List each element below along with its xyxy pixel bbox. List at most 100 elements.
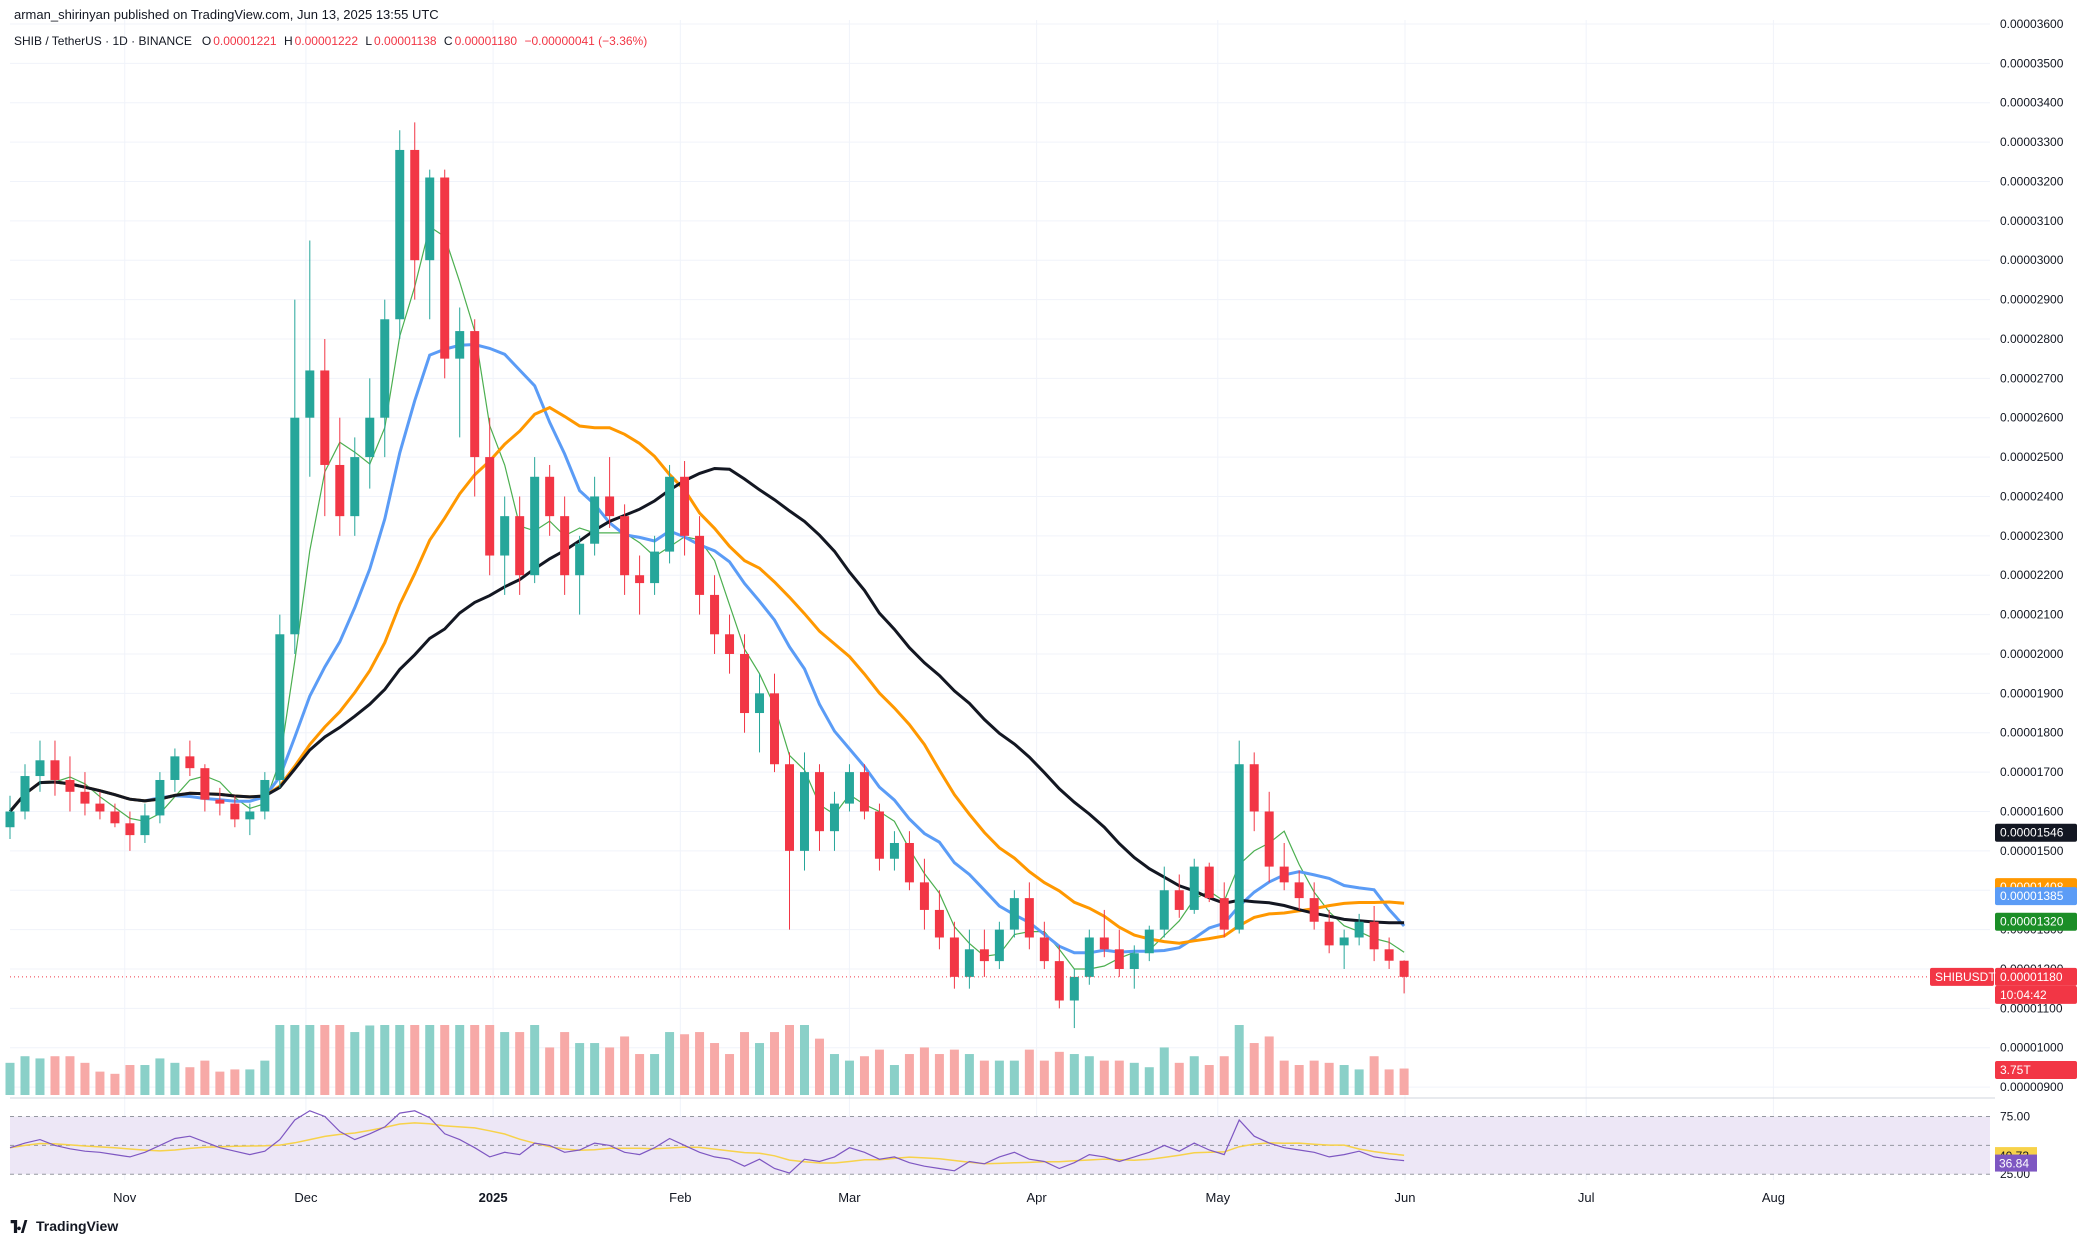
- volume-bar: [725, 1054, 735, 1095]
- rsi-pane: 75.0025.0040.7336.84: [9, 1110, 2037, 1181]
- ma-value-label-bg: [1995, 912, 2077, 931]
- candle: [35, 760, 45, 777]
- last-price-label-text: 0.00001180: [2000, 970, 2063, 984]
- volume-bar: [560, 1032, 570, 1095]
- candle: [185, 756, 195, 769]
- candle: [575, 543, 585, 576]
- candle: [1054, 961, 1064, 1001]
- volume-bar: [1264, 1036, 1274, 1095]
- candle: [560, 516, 570, 576]
- candle: [1294, 882, 1304, 899]
- candle: [1204, 866, 1214, 899]
- volume-bar: [20, 1056, 30, 1095]
- ma-value-label-bg: [1995, 887, 2077, 906]
- price-tick-label: 0.00003500: [2000, 56, 2064, 70]
- ma-value-label-text: 0.00001320: [2000, 915, 2064, 929]
- volume-bar: [1339, 1065, 1349, 1095]
- candle: [904, 842, 914, 883]
- volume-bar: [889, 1065, 899, 1095]
- time-tick-label: Aug: [1762, 1190, 1785, 1205]
- change-value: −0.00000041 (−3.36%): [524, 34, 648, 48]
- candle: [889, 842, 899, 859]
- candle: [770, 693, 780, 765]
- price-tick-label: 0.00001100: [2000, 1001, 2063, 1015]
- candle: [1114, 949, 1124, 969]
- price-tick-label: 0.00003400: [2000, 96, 2064, 110]
- ma-value-label-text: 0.00001546: [2000, 826, 2064, 840]
- candle: [635, 575, 645, 584]
- volume-bar: [515, 1032, 525, 1095]
- volume-bar: [485, 1025, 495, 1095]
- candle: [1309, 898, 1319, 922]
- volume-bar: [1279, 1060, 1289, 1095]
- ma-value-label: 0.00001546: [1995, 823, 2077, 842]
- volume-bar: [200, 1060, 210, 1095]
- candle: [1324, 921, 1334, 946]
- volume-bar: [770, 1032, 780, 1095]
- candle: [1144, 929, 1154, 954]
- high-value: 0.00001222: [294, 34, 359, 48]
- candle: [680, 476, 690, 536]
- candle: [155, 779, 165, 816]
- candle: [305, 370, 315, 418]
- ma-blue-line: [8, 342, 1406, 955]
- volume-bar: [1189, 1056, 1199, 1095]
- tradingview-logo[interactable]: TradingView: [8, 1218, 118, 1234]
- price-tick-label: 0.00001900: [2000, 686, 2064, 700]
- candle: [1039, 937, 1049, 962]
- price-tick-label: 0.00002700: [2000, 371, 2064, 385]
- volume-bar: [530, 1025, 540, 1095]
- symbol-title[interactable]: SHIB / TetherUS · 1D · BINANCE: [14, 34, 192, 48]
- price-tick-label: 0.00001000: [2000, 1041, 2064, 1055]
- volume-bar: [1129, 1062, 1139, 1095]
- volume-bar: [260, 1060, 270, 1095]
- volume-bar: [95, 1071, 105, 1095]
- price-tick-label: 0.00000900: [2000, 1080, 2064, 1094]
- volume-bar: [934, 1054, 944, 1095]
- volume-bar: [275, 1025, 285, 1095]
- symbol-tag: SHIBUSDT: [1930, 967, 1996, 986]
- candle: [1129, 953, 1139, 969]
- volume-bar: [1384, 1069, 1394, 1095]
- candle: [1369, 921, 1379, 950]
- countdown-label: 10:04:42: [1995, 985, 2077, 1004]
- high-label: H: [283, 34, 293, 48]
- candle: [605, 496, 615, 517]
- symbol-tag-text: SHIBUSDT: [1935, 970, 1996, 984]
- candle: [1279, 866, 1289, 883]
- volume-bar: [904, 1054, 914, 1095]
- ma-black-line: [8, 466, 1405, 925]
- candle: [859, 772, 869, 812]
- time-tick-label: Nov: [113, 1190, 137, 1205]
- volume-bar: [1099, 1060, 1109, 1095]
- rsi-level-label: 75.00: [2000, 1110, 2030, 1124]
- price-tick-label: 0.00001600: [2000, 804, 2064, 818]
- candle: [1399, 960, 1409, 977]
- volume-bar: [455, 1025, 465, 1095]
- candle: [440, 177, 450, 359]
- volume-bar: [305, 1025, 315, 1095]
- candle: [1339, 937, 1349, 946]
- candle: [740, 653, 750, 714]
- volume-bar: [1009, 1060, 1019, 1095]
- volume-bar: [575, 1043, 585, 1095]
- time-tick-label: Apr: [1027, 1190, 1048, 1205]
- volume-bar: [335, 1025, 345, 1095]
- volume-bar: [500, 1032, 510, 1095]
- volume-bar: [320, 1025, 330, 1095]
- volume-bar: [874, 1049, 884, 1095]
- volume-bar: [1069, 1054, 1079, 1095]
- rsi-line: [9, 1110, 1405, 1174]
- candle: [425, 177, 435, 261]
- volume-bar: [740, 1032, 750, 1095]
- candle: [170, 756, 180, 780]
- symbol-tag-bg: [1930, 967, 1994, 986]
- volume-value-label: 3.75T: [1995, 1061, 2077, 1079]
- volume-bar: [829, 1054, 839, 1095]
- rsi-value-bg: [1995, 1154, 2037, 1172]
- price-tick-label: 0.00002800: [2000, 332, 2064, 346]
- price-tick-label: 0.00002000: [2000, 647, 2064, 661]
- candle: [5, 811, 15, 828]
- volume-bar: [1354, 1069, 1364, 1095]
